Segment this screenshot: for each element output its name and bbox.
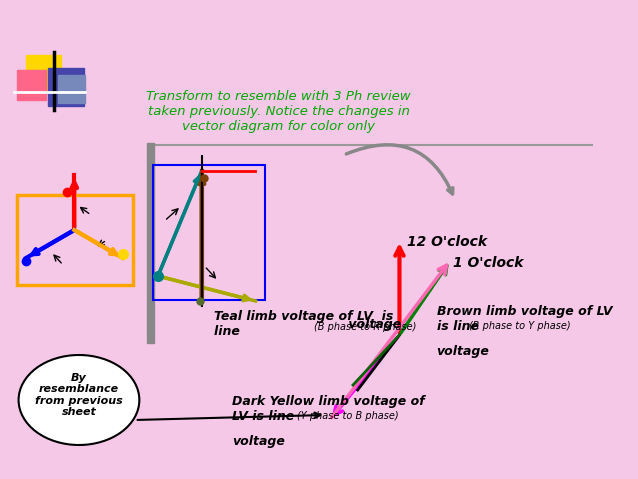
Text: (B phase to R phase): (B phase to R phase) [314,322,417,332]
Bar [17,70,47,100]
Bar [57,75,85,103]
Bar [153,165,265,300]
Text: (R phase to Y phase): (R phase to Y phase) [469,321,571,331]
Text: 12 O'clock: 12 O'clock [407,235,487,249]
Text: By
resemblance
from previous
sheet: By resemblance from previous sheet [35,373,123,417]
Text: Transform to resemble with 3 Ph review
taken previously. Notice the changes in
v: Transform to resemble with 3 Ph review t… [146,90,411,133]
Text: Brown limb voltage of LV
is line: Brown limb voltage of LV is line [436,305,612,333]
Bar [17,195,133,285]
Text: Teal limb voltage of LV  is
line: Teal limb voltage of LV is line [214,310,393,338]
Bar [26,55,61,93]
Text: Dark Yellow limb voltage of
LV is line: Dark Yellow limb voltage of LV is line [232,395,425,423]
Text: (Y phase to B phase): (Y phase to B phase) [297,411,399,421]
Ellipse shape [19,355,139,445]
Text: voltage: voltage [232,420,285,448]
Text: voltage: voltage [344,318,401,331]
Text: 1 O'clock: 1 O'clock [454,256,524,270]
Bar [147,143,154,343]
Bar [48,68,84,106]
Text: voltage: voltage [436,330,489,358]
